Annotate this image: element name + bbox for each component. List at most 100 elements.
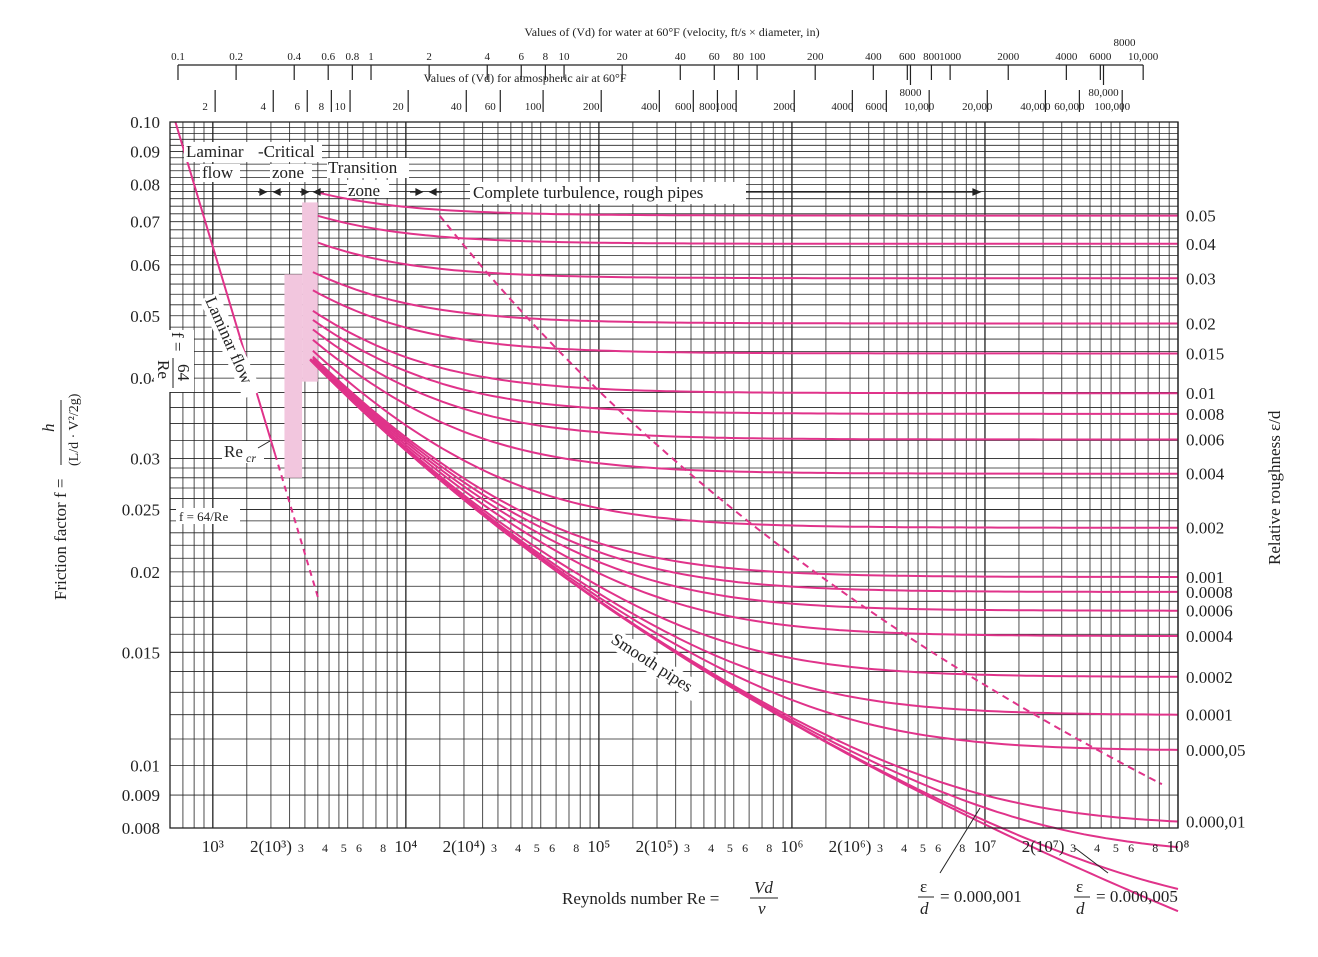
roughness-label: 0.015 (1186, 344, 1224, 363)
critical-zone-shade (302, 202, 318, 382)
water-axis-label: 4000 (1055, 51, 1078, 63)
roughness-label: 0.04 (1186, 235, 1216, 254)
roughness-curve-0-002 (312, 350, 1178, 529)
svg-text:Re: Re (154, 360, 173, 379)
roughness-curve-0-01 (312, 309, 1178, 395)
x-tick-label: 3 (298, 841, 304, 855)
air-axis-label: 20 (393, 101, 405, 113)
water-axis-label: 0.8 (345, 51, 359, 63)
x-tick-label: 8 (573, 841, 579, 855)
air-axis-label: 10,000 (904, 101, 935, 113)
curves (174, 121, 1179, 913)
water-axis-label: 400 (865, 51, 882, 63)
roughness-label: 0.000,01 (1186, 813, 1246, 832)
x-tick-label: 2(10⁵) (636, 837, 679, 856)
axes: 0.100.090.080.070.060.050.040.030.0250.0… (122, 113, 1190, 856)
roughness-label: 0.0004 (1186, 627, 1233, 646)
svg-text:64: 64 (174, 364, 193, 382)
y-tick-label: 0.04 (130, 369, 160, 388)
x-tick-label: 8 (380, 841, 386, 855)
roughness-label: 0.006 (1186, 430, 1224, 449)
right-axis-label: Relative roughness ε/d (1265, 410, 1284, 565)
roughness-label: 0.0001 (1186, 706, 1233, 725)
water-axis-label: 0.4 (287, 51, 301, 63)
laminar-zone-label-2: flow (202, 163, 234, 182)
y-tick-label: 0.06 (130, 256, 160, 275)
laminar-extension-dashed (274, 453, 320, 602)
laminar-equation: f = 64 Re (154, 330, 194, 392)
air-axis-label: 6000 (865, 101, 888, 113)
air-axis-label: 800 (699, 101, 716, 113)
transition-zone-label: Transition (328, 158, 398, 177)
laminar-equation-text: f = 64/Re (179, 509, 228, 524)
svg-text:d: d (920, 899, 929, 918)
y-tick-label: 0.01 (130, 757, 160, 776)
air-axis-label: 8 (319, 101, 325, 113)
water-axis-title: Values of (Vd) for water at 60°F (veloci… (524, 25, 819, 39)
air-axis-label: 4000 (831, 101, 854, 113)
roughness-label: 0.004 (1186, 465, 1225, 484)
air-axis-label: 20,000 (962, 101, 993, 113)
water-axis-label: 0.2 (229, 51, 243, 63)
svg-text:d: d (1076, 899, 1085, 918)
svg-text:Laminar flow: Laminar flow (201, 294, 256, 387)
top-axes: 0.1 0.2 0.4 0.6 0.8 1 2 4 6 8 10 20 40 60 80 100 200 400 6… (171, 37, 1159, 113)
x-tick-label: 10⁵ (587, 837, 610, 856)
water-axis-label: 8000 (1113, 37, 1136, 49)
x-tick-label: 3 (491, 841, 497, 855)
y-tick-label: 0.09 (130, 142, 160, 161)
y-tick-label: 0.009 (122, 786, 160, 805)
roughness-label: 0.008 (1186, 405, 1224, 424)
x-tick-label: 10⁸ (1167, 837, 1190, 856)
y-tick-label: 0.10 (130, 113, 160, 132)
water-axis-label: 80 (733, 51, 745, 63)
x-tick-label: 8 (1152, 841, 1158, 855)
x-tick-label: 6 (1128, 841, 1134, 855)
roughness-curve-0-000-005 (309, 359, 1179, 849)
air-axis-label: 100,000 (1094, 101, 1130, 113)
roughness-curve-0-008 (312, 319, 1178, 415)
roughness-note-0.000005: ε d = 0.000,005 (1074, 847, 1178, 918)
roughness-curve-0-02 (312, 271, 1178, 325)
x-tick-label: 6 (742, 841, 748, 855)
y-tick-label: 0.07 (130, 213, 160, 232)
roughness-curve-0-0004 (312, 359, 1178, 637)
zone-arrows (258, 188, 982, 196)
air-axis-label: 400 (641, 101, 658, 113)
water-axis-label: 40 (675, 51, 687, 63)
roughness-label: 0.002 (1186, 519, 1224, 538)
svg-text:h: h (39, 424, 58, 433)
y-tick-label: 0.03 (130, 450, 160, 469)
x-tick-label: 5 (341, 841, 347, 855)
svg-text:Vd: Vd (754, 878, 773, 897)
critical-re-subscript: cr (246, 451, 256, 465)
water-axis-label: 100 (749, 51, 766, 63)
roughness-note-0.000001: ε d = 0.000,001 (918, 807, 1022, 918)
x-tick-label: 6 (935, 841, 941, 855)
roughness-label: 0.02 (1186, 314, 1216, 333)
x-tick-label: 2(10⁷) (1022, 837, 1065, 856)
laminar-flow-line (174, 121, 276, 455)
y-tick-label: 0.08 (130, 175, 160, 194)
x-tick-label: 4 (901, 841, 907, 855)
water-axis-label: 6 (518, 51, 524, 63)
water-axis-label: 2 (426, 51, 432, 63)
air-axis-title: Values of (Vd) for atmospheric air at 60… (423, 71, 626, 85)
critical-zone-label-2: zone (272, 163, 304, 182)
roughness-curve-0-0002 (309, 358, 1178, 678)
x-tick-label: 10⁶ (780, 837, 803, 856)
roughness-label: 0.0002 (1186, 668, 1233, 687)
water-axis-label: 10 (559, 51, 571, 63)
svg-text:(L/d · V²/2g): (L/d · V²/2g) (67, 393, 82, 466)
critical-zone-shading (284, 202, 318, 478)
complete-turbulence-boundary (438, 214, 1163, 786)
roughness-curve-0-04 (317, 214, 1178, 245)
y-tick-label: 0.05 (130, 307, 160, 326)
roughness-curve-0-0008 (312, 357, 1178, 593)
y-axis-label: Friction factor f = h (L/d · V²/2g) (39, 393, 82, 600)
air-axis-label: 40 (451, 101, 463, 113)
roughness-label: 0.0006 (1186, 602, 1233, 621)
x-tick-label: 4 (708, 841, 714, 855)
air-axis-label: 4 (260, 101, 266, 113)
